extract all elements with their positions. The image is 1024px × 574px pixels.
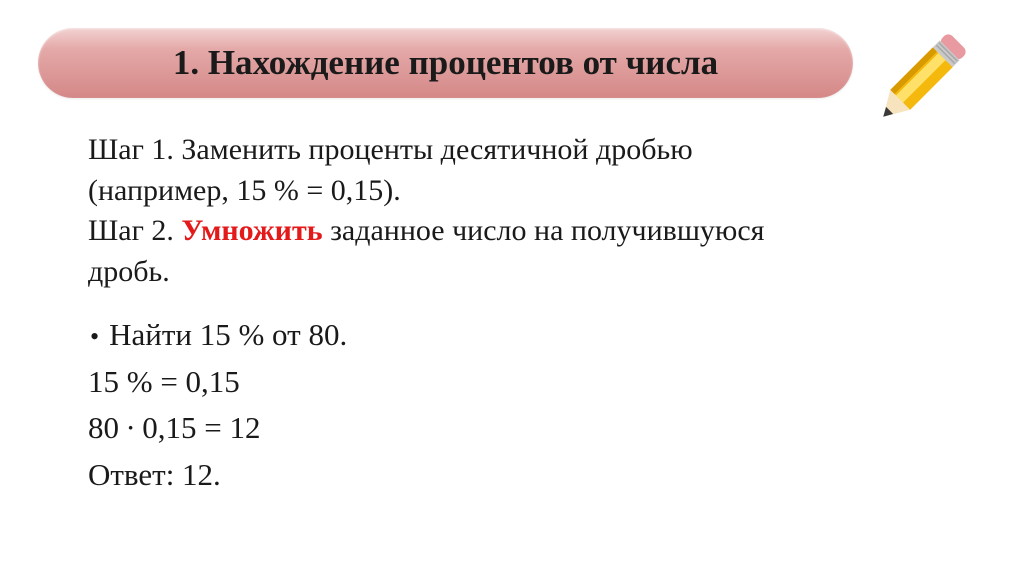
step2-emphasis: Умножить bbox=[181, 214, 322, 247]
example-line-3: 80 ∙ 0,15 = 12 bbox=[88, 405, 808, 452]
step1-text: Заменить проценты десятичной дробью (нап… bbox=[88, 133, 693, 207]
step1-label: Шаг 1. bbox=[88, 133, 174, 166]
example-line-4: Ответ: 12. bbox=[88, 452, 808, 499]
step2-label: Шаг 2. bbox=[88, 214, 174, 247]
bullet-icon: • bbox=[90, 317, 99, 356]
example-line-1: • Найти 15 % от 80. bbox=[88, 312, 808, 359]
pencil-icon bbox=[860, 20, 980, 145]
steps-block: Шаг 1. Заменить проценты десятичной дроб… bbox=[88, 130, 808, 292]
example-block: • Найти 15 % от 80. 15 % = 0,15 80 ∙ 0,1… bbox=[88, 312, 808, 498]
header-bar: 1. Нахождение процентов от числа bbox=[38, 28, 853, 98]
example-line-2: 15 % = 0,15 bbox=[88, 359, 808, 406]
example-line-1-text: Найти 15 % от 80. bbox=[109, 312, 347, 359]
header-title: 1. Нахождение процентов от числа bbox=[173, 43, 718, 83]
